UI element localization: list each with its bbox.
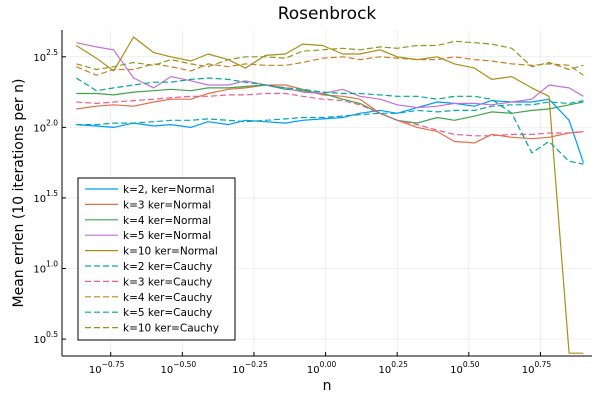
legend-box [77,177,236,341]
legend-label: k=10 ker=Normal [123,246,218,258]
y-tick-label: 102.5 [33,48,58,64]
y-tick-label: 100.5 [33,330,58,346]
x-tick-label: 100.00 [307,360,337,376]
legend-label: k=3 ker=Normal [123,199,211,211]
legend: k=2, ker=Normal k=3 ker=Normal k=4 ker=Nor… [77,177,236,341]
x-tick-label: 10−0.50 [160,360,196,376]
legend-label: k=5 ker=Normal [123,230,211,242]
series-line [76,84,584,124]
y-tick-label: 102.0 [33,118,58,134]
y-axis-label: Mean errlen (10 iterations per n) [11,79,27,308]
y-tick-label: 101.5 [33,189,58,205]
y-tick-labels: 100.5 101.0 101.5 102.0 102.5 [33,48,66,346]
legend-label: k=3 ker=Cauchy [123,276,212,288]
legend-label: k=2, ker=Normal [123,184,215,196]
series-line [76,40,584,71]
legend-label: k=2 ker=Cauchy [123,261,212,273]
series-line [75,36,584,354]
x-tick-label: 100.25 [378,360,408,376]
x-tick-label: 10−0.75 [89,360,125,376]
x-tick-label: 10−0.25 [232,360,268,376]
legend-label: k=4 ker=Normal [123,215,211,227]
series-line [76,56,584,76]
x-tick-label: 100.50 [450,360,480,376]
x-axis-label: n [323,378,332,394]
x-tick-label: 100.75 [522,360,552,376]
chart-title: Rosenbrock [278,4,377,24]
series-line [75,77,584,165]
series-line [76,98,584,163]
legend-label: k=4 ker=Cauchy [123,292,212,304]
series-line [76,92,584,137]
series-line [76,100,584,126]
series-line [76,84,584,144]
legend-label: k=10 ker=Cauchy [123,323,219,335]
x-tick-labels: 10−0.75 10−0.50 10−0.25 100.00 100.25 100.50 1… [89,352,552,376]
legend-label: k=5 ker=Cauchy [123,307,212,319]
series-lines [75,36,584,354]
y-tick-label: 101.0 [33,260,58,276]
